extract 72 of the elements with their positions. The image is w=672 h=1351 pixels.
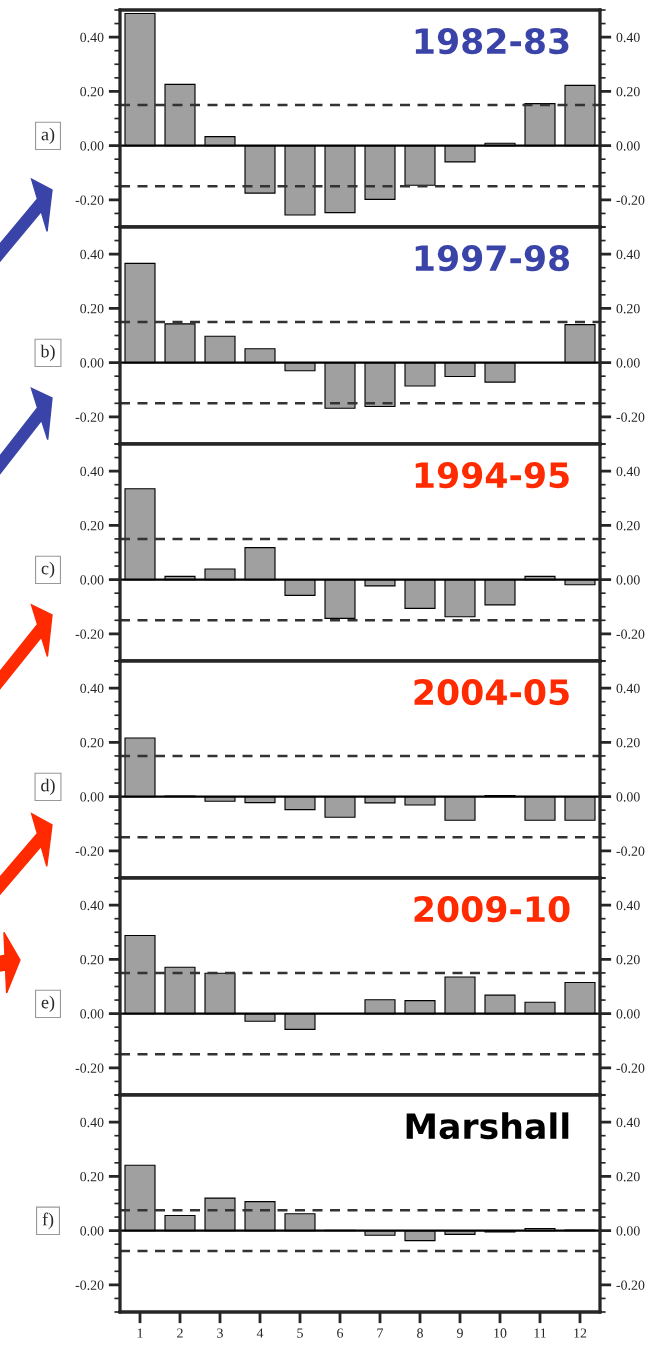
text: f) xyxy=(42,1212,54,1230)
x-tick-label: 3 xyxy=(217,1328,223,1338)
text: e) xyxy=(41,995,55,1013)
y-tick-label: 0.40 xyxy=(80,249,104,260)
x-tick-label: 2 xyxy=(177,1328,183,1338)
y-tick-label: -0.20 xyxy=(75,846,104,856)
chart-title: 2009-10 xyxy=(414,895,570,923)
y-tick-label: -0.20 xyxy=(75,1063,104,1073)
y2-tick-label: 0.40 xyxy=(616,1117,640,1128)
y2-tick-label: 0.00 xyxy=(616,1009,640,1019)
y-tick-label: 0.00 xyxy=(80,1226,104,1236)
y-tick-label: -0.20 xyxy=(75,412,104,422)
y2-tick-label: 0.00 xyxy=(616,792,640,802)
x-tick-label: 11 xyxy=(534,1328,546,1338)
text: b) xyxy=(40,344,55,362)
x-tick-label: 9 xyxy=(456,1328,463,1338)
text: a) xyxy=(41,127,55,145)
y2-tick-label: -0.20 xyxy=(616,846,645,856)
y2-tick-label: 0.40 xyxy=(616,466,640,477)
y2-tick-label: 0.20 xyxy=(616,86,640,97)
y2-tick-label: 0.00 xyxy=(616,575,640,585)
y-tick-label: -0.20 xyxy=(75,1280,104,1290)
y2-tick-label: -0.20 xyxy=(616,1063,645,1073)
chart-title: 1982-83 xyxy=(415,27,569,55)
y-tick-label: 0.40 xyxy=(80,1117,104,1128)
x-tick-label: 7 xyxy=(377,1328,384,1338)
y-tick-label: 0.20 xyxy=(80,520,104,531)
y2-tick-label: 0.20 xyxy=(616,520,640,531)
y-tick-label: 0.00 xyxy=(80,575,104,585)
y2-tick-label: -0.20 xyxy=(616,195,645,205)
y2-tick-label: 0.40 xyxy=(616,32,640,43)
x-tick-label: 12 xyxy=(574,1328,587,1338)
text: d) xyxy=(41,778,55,796)
y-tick-label: 0.00 xyxy=(80,141,104,151)
y-tick-label: -0.20 xyxy=(75,629,104,639)
x-tick-label: 6 xyxy=(337,1328,344,1338)
y-tick-label: 0.40 xyxy=(80,683,104,694)
y2-tick-label: 0.20 xyxy=(616,737,640,748)
chart-title: 1994-95 xyxy=(415,462,569,489)
y2-tick-label: 0.40 xyxy=(616,249,640,260)
x-tick-label: 1 xyxy=(137,1328,143,1338)
text: c) xyxy=(41,561,55,579)
y-tick-label: 0.20 xyxy=(80,303,104,314)
y2-tick-label: 0.00 xyxy=(616,141,640,151)
y-tick-label: 0.00 xyxy=(80,1009,104,1019)
y-tick-label: 0.40 xyxy=(80,900,104,911)
chart-title: 2004-05 xyxy=(414,678,569,706)
chart-title: Marshall xyxy=(406,1112,569,1140)
y2-tick-label: 0.40 xyxy=(616,683,640,694)
y2-tick-label: 0.20 xyxy=(616,954,640,965)
y2-tick-label: 0.20 xyxy=(616,303,640,314)
x-tick-label: 10 xyxy=(494,1328,507,1338)
y2-tick-label: -0.20 xyxy=(616,1280,645,1290)
y-tick-label: 0.20 xyxy=(80,1171,104,1182)
y-tick-label: 0.40 xyxy=(80,32,104,43)
y2-tick-label: 0.00 xyxy=(616,358,640,368)
y2-tick-label: -0.20 xyxy=(616,412,645,422)
y2-tick-label: 0.40 xyxy=(616,900,640,911)
y-tick-label: 0.00 xyxy=(80,792,104,802)
x-tick-label: 5 xyxy=(297,1328,303,1338)
y-tick-label: 0.20 xyxy=(80,954,104,965)
x-tick-label: 8 xyxy=(417,1328,423,1338)
y2-tick-label: 0.00 xyxy=(616,1226,640,1236)
y2-tick-label: 0.20 xyxy=(616,1171,640,1182)
y-tick-label: 0.20 xyxy=(80,86,104,97)
y2-tick-label: -0.20 xyxy=(616,629,645,639)
y-tick-label: -0.20 xyxy=(75,195,104,205)
y-tick-label: 0.40 xyxy=(80,466,104,477)
x-tick-label: 4 xyxy=(256,1328,264,1338)
y-tick-label: 0.20 xyxy=(80,737,104,748)
y-tick-label: 0.00 xyxy=(80,358,104,368)
chart-title: 1997-98 xyxy=(415,244,570,272)
